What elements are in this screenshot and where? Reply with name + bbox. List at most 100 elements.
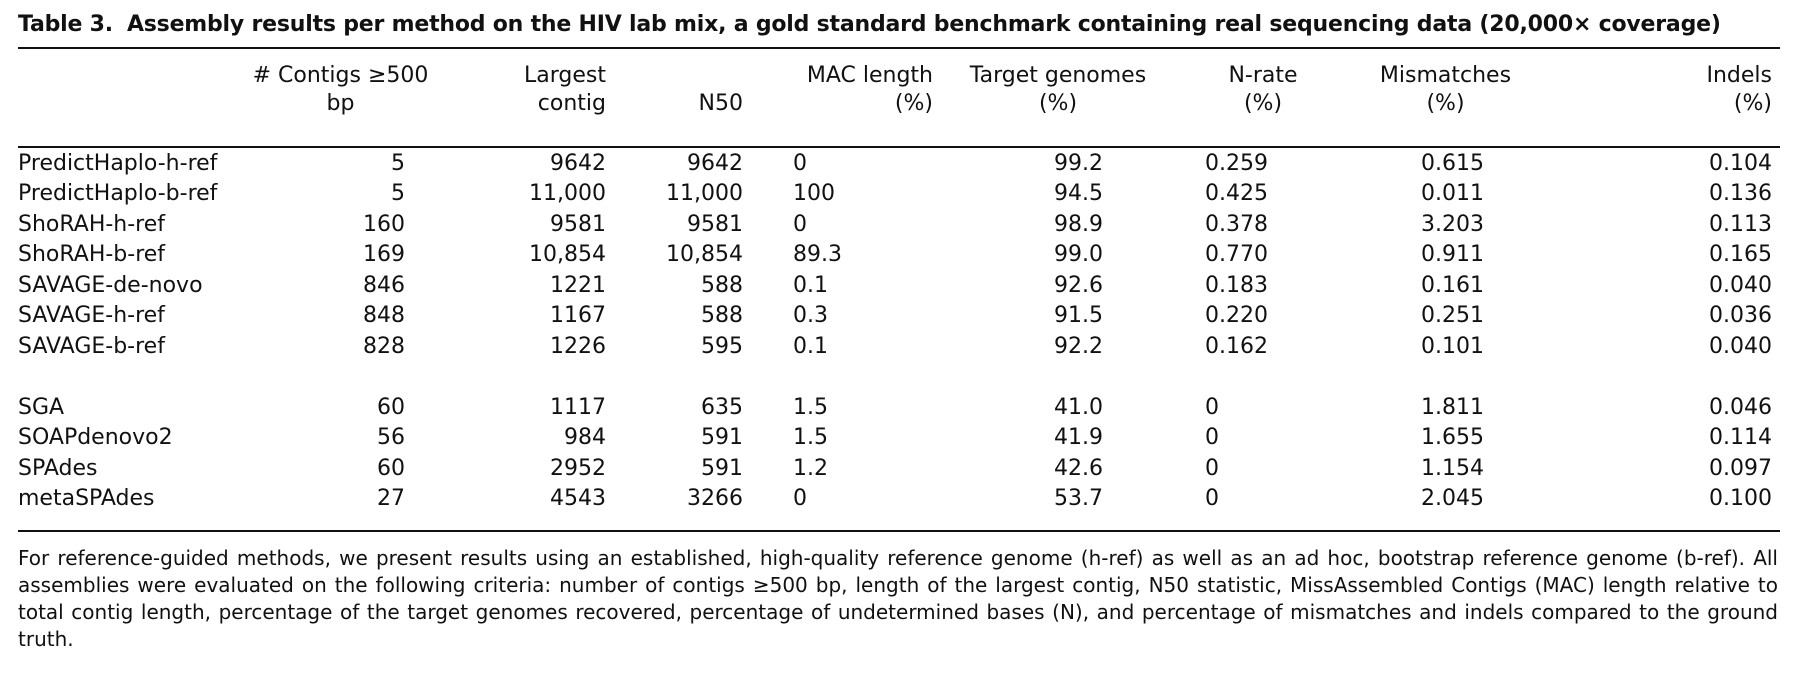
table-footnote: For reference-guided methods, we present… (18, 546, 1778, 651)
cell-mac-length: 100 (793, 181, 835, 206)
cell-contigs: 5 (391, 181, 405, 206)
cell-indels: 0.046 (1709, 394, 1772, 420)
cell-mac-length: 1.5 (793, 425, 828, 450)
table-row: SOAPdenovo2 56 984 591 1.5 41.9 0 1.655 0.114 (18, 423, 1780, 454)
cell-mismatches: 0.161 (1421, 272, 1484, 298)
table-caption-text: Assembly results per method on the HIV l… (126, 12, 1721, 37)
header-method (18, 62, 238, 118)
cell-indels: 0.036 (1709, 303, 1772, 328)
cell-n50: 11,000 (666, 181, 743, 206)
cell-contigs: 169 (363, 242, 405, 267)
cell-indels: 0.104 (1709, 150, 1772, 176)
table-caption: Table 3. Assembly results per method on t… (18, 12, 1778, 37)
results-table: # Contigs ≥500 bp Largest contig N50 MAC l… (18, 62, 1780, 515)
cell-target-genomes: 99.0 (1054, 242, 1103, 267)
header-indels: Indels (%) (1706, 63, 1772, 116)
cell-n-rate: 0.378 (1205, 211, 1268, 237)
cell-contigs: 846 (363, 272, 405, 298)
top-rule (18, 47, 1780, 49)
cell-indels: 0.165 (1709, 242, 1772, 267)
cell-target-genomes: 41.0 (1054, 394, 1103, 420)
cell-mismatches: 1.154 (1421, 455, 1484, 481)
cell-n50: 10,854 (666, 242, 743, 267)
header-row: # Contigs ≥500 bp Largest contig N50 MAC l… (18, 62, 1780, 118)
cell-contigs: 60 (377, 455, 405, 481)
cell-n-rate: 0.183 (1205, 272, 1268, 298)
cell-largest-contig: 9581 (550, 211, 606, 237)
cell-mismatches: 0.911 (1421, 242, 1484, 267)
header-mismatches: Mismatches (%) (1379, 63, 1512, 116)
header-largest-contig: Largest contig (524, 63, 606, 116)
cell-mac-length: 0 (793, 486, 807, 511)
cell-n-rate: 0.162 (1205, 333, 1268, 359)
cell-largest-contig: 1167 (550, 303, 606, 328)
cell-method: ShoRAH-b-ref (18, 242, 166, 267)
cell-mismatches: 1.655 (1421, 425, 1484, 450)
cell-target-genomes: 92.2 (1054, 333, 1103, 359)
cell-mismatches: 2.045 (1421, 486, 1484, 511)
table-row: ShoRAH-h-ref 160 9581 9581 0 98.9 0.378 3.203 0.… (18, 210, 1780, 241)
table-body: PredictHaplo-h-ref 5 9642 9642 0 99.2 0.259 0.6… (18, 149, 1780, 515)
cell-indels: 0.114 (1709, 425, 1772, 450)
cell-method: SAVAGE-h-ref (18, 303, 165, 328)
cell-n-rate: 0.425 (1205, 181, 1268, 206)
table-row: SPAdes 60 2952 591 1.2 42.6 0 1.154 0.097 (18, 454, 1780, 485)
cell-method: SPAdes (18, 455, 98, 481)
table-row: SAVAGE-de-novo 846 1221 588 0.1 92.6 0.183 0.16… (18, 271, 1780, 302)
cell-contigs: 160 (363, 211, 405, 237)
cell-mismatches: 0.615 (1421, 150, 1484, 176)
cell-n50: 591 (701, 425, 743, 450)
cell-contigs: 27 (377, 486, 405, 511)
cell-n50: 595 (701, 333, 743, 359)
cell-target-genomes: 41.9 (1054, 425, 1103, 450)
cell-mac-length: 1.2 (793, 455, 828, 481)
header-n50: N50 (698, 91, 743, 116)
cell-largest-contig: 1226 (550, 333, 606, 359)
cell-indels: 0.100 (1709, 486, 1772, 511)
cell-mac-length: 0 (793, 211, 807, 237)
cell-largest-contig: 11,000 (529, 181, 606, 206)
cell-n-rate: 0.770 (1205, 242, 1268, 267)
cell-method: SOAPdenovo2 (18, 425, 173, 450)
cell-mac-length: 89.3 (793, 242, 842, 267)
cell-method: ShoRAH-h-ref (18, 211, 166, 237)
cell-largest-contig: 10,854 (529, 242, 606, 267)
bottom-rule (18, 530, 1780, 532)
header-n-rate: N-rate (%) (1228, 63, 1298, 116)
cell-contigs: 5 (391, 150, 405, 176)
cell-method: PredictHaplo-h-ref (18, 150, 218, 176)
cell-largest-contig: 4543 (550, 486, 606, 511)
cell-target-genomes: 99.2 (1054, 150, 1103, 176)
table-row: SAVAGE-h-ref 848 1167 588 0.3 91.5 0.220 0.251 0… (18, 301, 1780, 332)
table-row: SAVAGE-b-ref 828 1226 595 0.1 92.2 0.162 0.101 0… (18, 332, 1780, 363)
table-row: PredictHaplo-b-ref 5 11,000 11,000 100 94.5 0.… (18, 179, 1780, 210)
cell-target-genomes: 91.5 (1054, 303, 1103, 328)
cell-mac-length: 0 (793, 150, 807, 176)
cell-target-genomes: 94.5 (1054, 181, 1103, 206)
table-row: metaSPAdes 27 4543 3266 0 53.7 0 2.045 0.100 (18, 484, 1780, 515)
cell-n-rate: 0.259 (1205, 150, 1268, 176)
cell-mac-length: 0.1 (793, 333, 828, 359)
table-row: SGA 60 1117 635 1.5 41.0 0 1.811 0.046 (18, 393, 1780, 424)
cell-indels: 0.097 (1709, 455, 1772, 481)
cell-n50: 3266 (687, 486, 743, 511)
cell-mac-length: 0.1 (793, 272, 828, 298)
cell-n-rate: 0 (1205, 486, 1219, 511)
cell-method: metaSPAdes (18, 486, 155, 511)
cell-mismatches: 3.203 (1421, 211, 1484, 237)
header-rule (18, 146, 1780, 148)
group-gap (18, 362, 1780, 393)
cell-target-genomes: 42.6 (1054, 455, 1103, 481)
cell-mismatches: 0.251 (1421, 303, 1484, 328)
cell-n50: 635 (701, 394, 743, 420)
cell-largest-contig: 1221 (550, 272, 606, 298)
cell-largest-contig: 9642 (550, 150, 606, 176)
cell-contigs: 60 (377, 394, 405, 420)
table-label: Table 3. (18, 12, 113, 37)
cell-mac-length: 1.5 (793, 394, 828, 420)
cell-mismatches: 0.011 (1421, 181, 1484, 206)
cell-n50: 9642 (687, 150, 743, 176)
cell-n-rate: 0.220 (1205, 303, 1268, 328)
cell-method: PredictHaplo-b-ref (18, 181, 218, 206)
